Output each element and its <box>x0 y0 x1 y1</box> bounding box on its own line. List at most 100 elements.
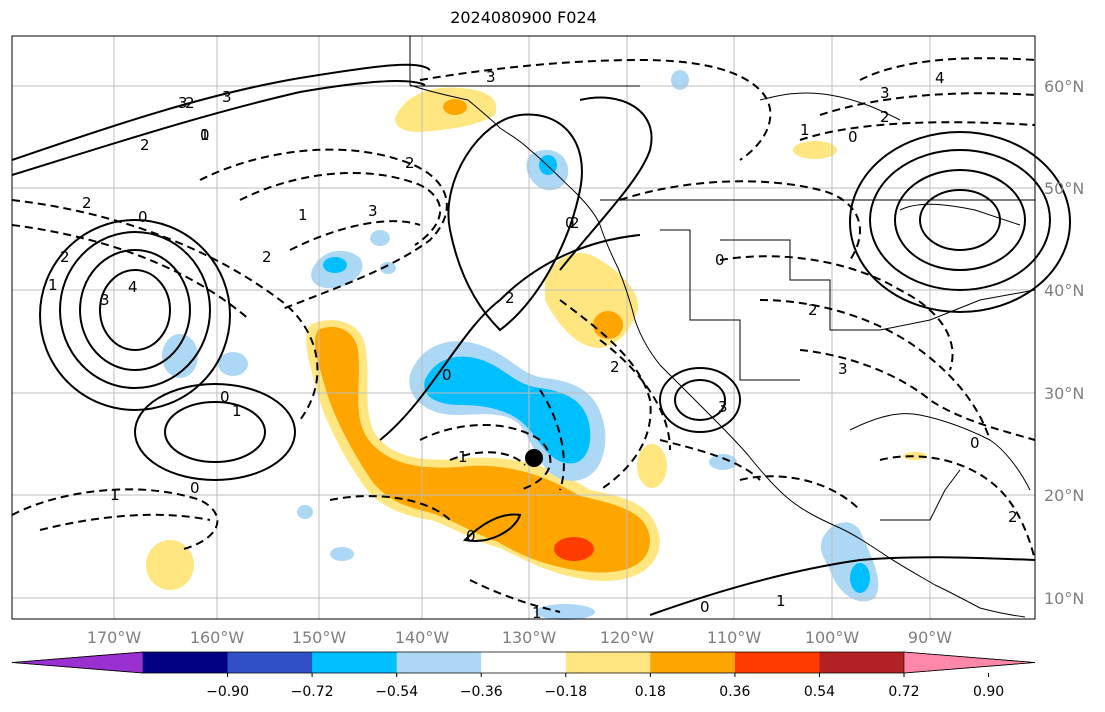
lon-label: 150°W <box>292 628 347 647</box>
lon-label: 160°W <box>190 628 245 647</box>
shade-yellow-sm2 <box>637 444 667 488</box>
svg-text:0: 0 <box>190 479 200 497</box>
lon-label: 100°W <box>805 628 860 647</box>
colorbar-box <box>734 652 820 673</box>
shade-blue-mx <box>850 563 870 593</box>
colorbar-box <box>650 652 736 673</box>
shade-blue-mid <box>424 356 591 464</box>
colorbar-tick-label: 0.18 <box>635 684 666 700</box>
svg-text:2: 2 <box>140 136 150 154</box>
svg-text:3: 3 <box>486 68 496 86</box>
svg-text:0: 0 <box>565 214 575 232</box>
svg-text:3: 3 <box>368 202 378 220</box>
colorbar-box <box>819 652 905 673</box>
shade-blue-w <box>323 257 347 273</box>
svg-text:2: 2 <box>262 248 272 266</box>
shade-lightblue-sm1 <box>162 334 198 378</box>
solid-contours <box>11 63 1071 616</box>
colorbar-box <box>227 652 313 673</box>
svg-text:4: 4 <box>935 69 945 87</box>
colorbar-tick-label: 0.90 <box>973 684 1004 700</box>
svg-text:0: 0 <box>200 126 210 144</box>
svg-text:0: 0 <box>715 251 725 269</box>
colorbar-tick-label: 0.36 <box>719 684 750 700</box>
storm-center-marker <box>525 449 543 467</box>
shade-orange-ca <box>593 311 623 339</box>
svg-text:1: 1 <box>800 121 810 139</box>
lon-label: 110°W <box>707 628 762 647</box>
colorbar-extend-low <box>11 651 144 674</box>
svg-text:1: 1 <box>776 592 786 610</box>
dashed-contours <box>11 57 1036 613</box>
colorbar <box>11 651 1036 674</box>
anomaly-shading <box>146 70 927 620</box>
colorbar-tick-label: −0.90 <box>206 684 249 700</box>
svg-text:2: 2 <box>1008 508 1018 526</box>
svg-text:1: 1 <box>200 126 210 144</box>
svg-text:2: 2 <box>880 108 890 126</box>
map-frame <box>11 35 1036 620</box>
shade-yellow-sm1 <box>146 540 194 590</box>
svg-text:1: 1 <box>298 206 308 224</box>
colorbar-box <box>143 652 229 673</box>
svg-text:0: 0 <box>466 527 476 545</box>
svg-text:2: 2 <box>808 301 818 319</box>
shade-lightblue-sm9 <box>535 604 595 620</box>
svg-text:2: 2 <box>610 358 620 376</box>
graticule <box>12 36 1035 619</box>
lat-label: 10°N <box>1044 589 1084 608</box>
svg-text:3: 3 <box>222 88 232 106</box>
shade-lightblue-sm5 <box>671 70 689 90</box>
contour-labels: 2 3 2 1 2 0 2 3 3 4 3 2 0 2 1 3 0 2 1 2 … <box>48 68 1018 622</box>
svg-text:1: 1 <box>532 604 542 622</box>
lat-label: 30°N <box>1044 384 1084 403</box>
lon-label: 130°W <box>502 628 557 647</box>
lon-label: 90°W <box>908 628 952 647</box>
svg-text:0: 0 <box>700 598 710 616</box>
svg-text:1: 1 <box>458 448 468 466</box>
colorbar-labels: −0.90 −0.72 −0.54 −0.36 −0.18 0.18 0.36 0.54 0.7… <box>206 673 1004 700</box>
colorbar-tick-label: 0.54 <box>804 684 835 700</box>
svg-text:3: 3 <box>838 360 848 378</box>
svg-text:2: 2 <box>405 154 415 172</box>
shade-lightblue-sm4 <box>380 262 396 274</box>
svg-text:2: 2 <box>505 289 515 307</box>
svg-text:3: 3 <box>178 94 188 112</box>
shade-lightblue-sm8 <box>297 505 313 519</box>
lat-label: 60°N <box>1044 77 1084 96</box>
colorbar-box <box>565 652 651 673</box>
svg-text:0: 0 <box>848 128 858 146</box>
lon-label: 140°W <box>395 628 450 647</box>
colorbar-tick-label: −0.36 <box>460 684 503 700</box>
colorbar-tick-label: −0.54 <box>375 684 418 700</box>
shade-yellow-sm4 <box>903 452 927 460</box>
shade-lightblue-sm7 <box>330 547 354 561</box>
colorbar-outline <box>11 651 1036 674</box>
lat-label: 50°N <box>1044 179 1084 198</box>
coastlines <box>409 36 1036 618</box>
svg-text:3: 3 <box>100 291 110 309</box>
svg-text:2: 2 <box>60 248 70 266</box>
svg-text:0: 0 <box>220 388 230 406</box>
shade-lightblue-sm2 <box>218 352 248 376</box>
lon-label: 170°W <box>87 628 142 647</box>
svg-text:0: 0 <box>970 434 980 452</box>
latitude-labels: 60°N 50°N 40°N 30°N 20°N 10°N <box>1044 77 1084 608</box>
svg-text:0: 0 <box>138 208 148 226</box>
shade-lightblue-sm3 <box>370 230 390 246</box>
svg-text:4: 4 <box>128 278 138 296</box>
colorbar-tick-label: −0.72 <box>291 684 334 700</box>
shade-lightblue-sm6 <box>709 454 737 470</box>
shade-orange-band <box>315 326 650 573</box>
colorbar-box <box>481 652 567 673</box>
colorbar-box <box>396 652 482 673</box>
map-title: 2024080900 F024 <box>450 8 597 27</box>
svg-text:3: 3 <box>718 398 728 416</box>
svg-text:1: 1 <box>110 486 120 504</box>
lon-label: 120°W <box>600 628 655 647</box>
lat-label: 20°N <box>1044 486 1084 505</box>
shade-yellow-sm3 <box>793 141 837 159</box>
colorbar-box <box>312 652 398 673</box>
colorbar-extend-high <box>903 651 1036 674</box>
